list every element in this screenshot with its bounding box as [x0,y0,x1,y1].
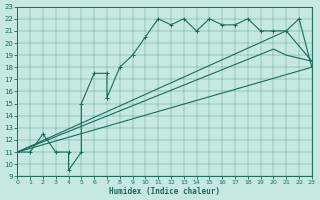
X-axis label: Humidex (Indice chaleur): Humidex (Indice chaleur) [109,187,220,196]
